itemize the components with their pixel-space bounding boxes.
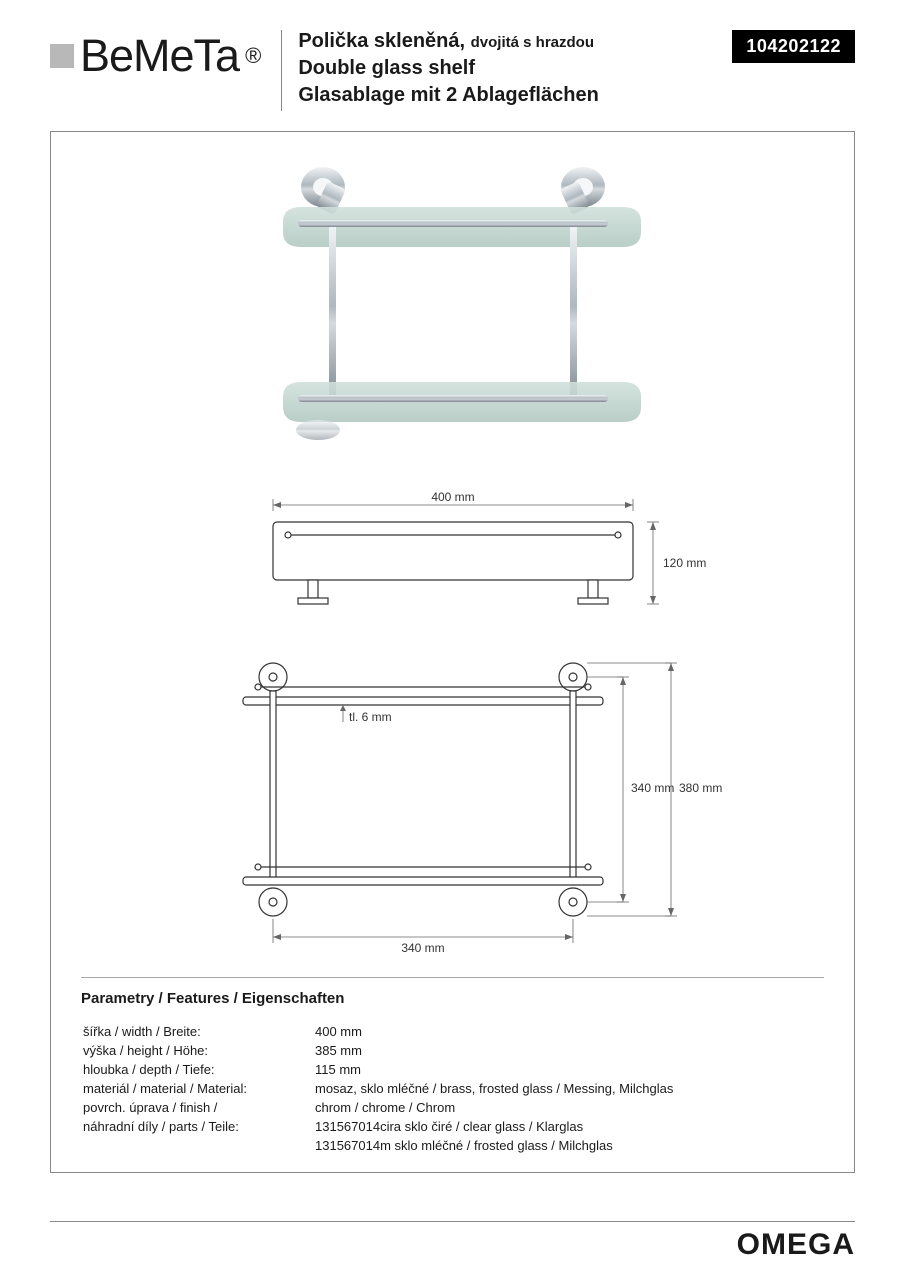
title-block: Polička skleněná, dvojitá s hrazdou Doub… [281, 30, 712, 111]
feature-label: povrch. úprava / finish / [83, 1099, 313, 1116]
dim-height-side: 120 mm [663, 556, 706, 570]
features-table: šířka / width / Breite:400 mmvýška / hei… [81, 1021, 824, 1156]
product-illustration [81, 152, 824, 457]
feature-row: výška / height / Höhe:385 mm [83, 1042, 822, 1059]
dim-width-bottom: 340 mm [401, 941, 444, 955]
title-de: Glasablage mit 2 Ablageflächen [298, 84, 712, 107]
feature-label: výška / height / Höhe: [83, 1042, 313, 1059]
feature-label: náhradní díly / parts / Teile: [83, 1118, 313, 1135]
feature-value: chrom / chrome / Chrom [315, 1099, 822, 1116]
dim-width-top: 400 mm [431, 490, 474, 504]
dim-height-outer: 380 mm [679, 781, 722, 795]
dim-height-inner: 340 mm [631, 781, 674, 795]
header: BeMeTa ® Polička skleněná, dvojitá s hra… [50, 30, 855, 111]
diagram-top-view: 400 mm 120 mm [193, 487, 713, 617]
title-cz: Polička skleněná, dvojitá s hrazdou [298, 30, 712, 53]
collection-footer: OMEGA [50, 1221, 855, 1262]
technical-diagrams: 400 mm 120 mm [81, 487, 824, 957]
feature-row: materiál / material / Material:mosaz, sk… [83, 1080, 822, 1097]
feature-value: 115 mm [315, 1061, 822, 1078]
separator [81, 977, 824, 978]
feature-row: 131567014m sklo mléčné / frosted glass /… [83, 1137, 822, 1154]
main-frame: 400 mm 120 mm [50, 131, 855, 1173]
diagram-front-view: tl. 6 mm 340 mm [173, 647, 733, 957]
feature-value: 131567014cira sklo čiré / clear glass / … [315, 1118, 822, 1135]
feature-value: 400 mm [315, 1023, 822, 1040]
feature-label: materiál / material / Material: [83, 1080, 313, 1097]
title-en: Double glass shelf [298, 57, 712, 80]
feature-label: šířka / width / Breite: [83, 1023, 313, 1040]
feature-label: hloubka / depth / Tiefe: [83, 1061, 313, 1078]
feature-row: hloubka / depth / Tiefe:115 mm [83, 1061, 822, 1078]
brand-logo: BeMeTa ® [50, 30, 261, 82]
registered-mark: ® [245, 43, 261, 69]
features-heading: Parametry / Features / Eigenschaften [81, 990, 824, 1007]
feature-row: náhradní díly / parts / Teile:131567014c… [83, 1118, 822, 1135]
feature-value: 131567014m sklo mléčné / frosted glass /… [315, 1137, 822, 1154]
feature-value: 385 mm [315, 1042, 822, 1059]
dim-thickness: tl. 6 mm [349, 710, 392, 724]
product-code-badge: 104202122 [732, 30, 855, 63]
brand-name: BeMeTa [80, 30, 239, 82]
logo-square-icon [50, 44, 74, 68]
feature-value: mosaz, sklo mléčné / brass, frosted glas… [315, 1080, 822, 1097]
feature-label [83, 1137, 313, 1154]
feature-row: šířka / width / Breite:400 mm [83, 1023, 822, 1040]
feature-row: povrch. úprava / finish /chrom / chrome … [83, 1099, 822, 1116]
